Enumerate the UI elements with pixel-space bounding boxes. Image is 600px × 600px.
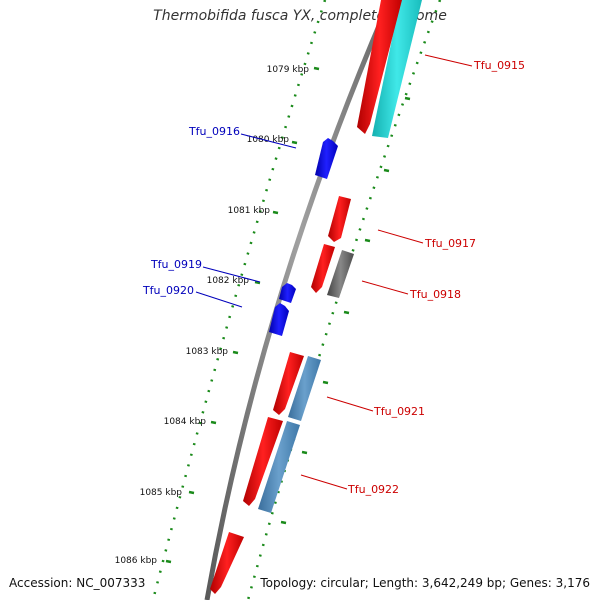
gene-label-tfu-0916[interactable]: Tfu_0916 [188,125,240,138]
tick-label-1085: 1085 kbp [140,488,183,498]
leader-tfu-0921 [326,396,374,412]
label-leaders [195,54,473,490]
gene-tfu-0922-shape[interactable] [243,417,283,506]
outer-major-ticks [280,96,411,525]
leader-tfu-0917 [377,229,424,244]
reverse-strand-genes [269,138,338,336]
track-steel-features [258,356,321,513]
inner-tick-ring [151,0,327,600]
leader-tfu-0915 [424,54,473,67]
leader-tfu-0916 [240,133,297,149]
gene-label-tfu-0921[interactable]: Tfu_0921 [373,405,425,418]
tick-label-1084: 1084 kbp [164,417,207,427]
gene-label-tfu-0919[interactable]: Tfu_0919 [150,258,202,271]
leader-tfu-0922 [300,474,348,490]
gene-label-tfu-0918[interactable]: Tfu_0918 [409,288,461,301]
genome-backbone [204,0,393,600]
gene-tfu-0915-shape[interactable] [357,0,402,134]
accession-text: Accession: NC_007333 [9,576,146,590]
leader-tfu-0919 [202,266,261,283]
gene-next-forward-shape[interactable] [210,532,244,594]
gene-tfu-0921-shape[interactable] [273,352,304,415]
leader-tfu-0918 [361,280,409,295]
gene-labels: Tfu_0915 Tfu_0916 Tfu_0917 Tfu_0918 Tfu_… [142,59,525,496]
gene-label-tfu-0920[interactable]: Tfu_0920 [142,284,194,297]
tick-label-1080: 1080 kbp [247,135,290,145]
gene-tfu-0918-shape[interactable] [311,244,335,293]
track-gray-feature [327,250,354,298]
tick-label-1079: 1079 kbp [267,65,310,75]
tick-label-1081: 1081 kbp [228,206,271,216]
gene-tfu-0919-shape[interactable] [279,283,296,303]
track-steel-feature-2 [258,421,300,513]
inner-major-ticks [165,66,320,564]
outer-tick-ring [246,0,442,600]
track-cyan-feature [372,0,422,138]
tick-label-1086: 1086 kbp [115,556,158,566]
tick-labels: 1079 kbp 1080 kbp 1081 kbp 1082 kbp 1083… [115,65,310,566]
gene-tfu-0917-shape[interactable] [328,196,351,242]
gene-label-tfu-0915[interactable]: Tfu_0915 [473,59,525,72]
gene-label-tfu-0922[interactable]: Tfu_0922 [347,483,399,496]
gene-tfu-0916-shape[interactable] [315,138,338,179]
leader-tfu-0920 [195,291,243,308]
gene-label-tfu-0917[interactable]: Tfu_0917 [424,237,476,250]
gene-tfu-0920-shape[interactable] [269,303,289,336]
genome-summary-text: Topology: circular; Length: 3,642,249 bp… [260,576,590,590]
track-steel-feature-1 [288,356,321,421]
tick-label-1082: 1082 kbp [207,276,250,286]
forward-strand-genes [210,0,402,594]
tick-label-1083: 1083 kbp [186,347,229,357]
map-title: Thermobifida fusca YX, complete genome [153,8,447,24]
